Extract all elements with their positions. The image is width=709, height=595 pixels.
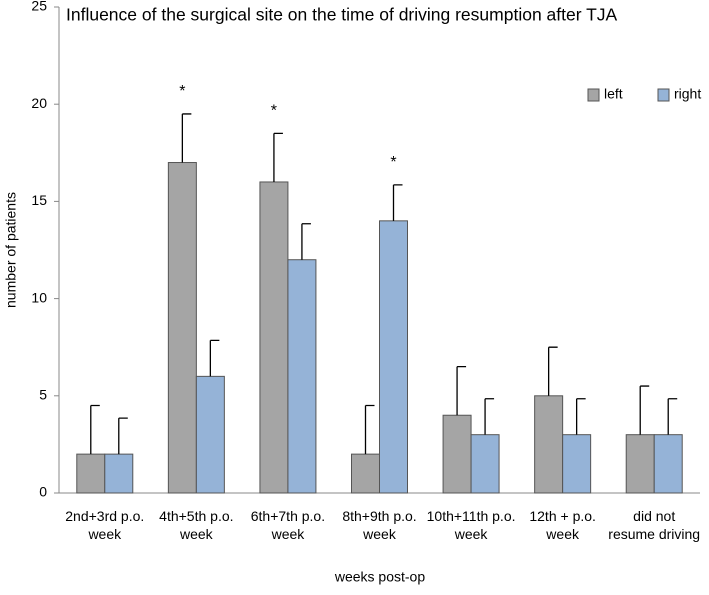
bar — [287, 259, 317, 494]
y-axis-label: number of patients — [3, 192, 19, 308]
bar — [470, 434, 500, 494]
y-tick-label: 10 — [31, 289, 47, 305]
error-bar — [547, 346, 558, 396]
bar — [442, 414, 472, 494]
bar — [195, 375, 225, 494]
error-bar — [118, 417, 128, 455]
legend-label: left — [604, 86, 623, 102]
bar — [104, 453, 134, 494]
bar — [259, 181, 289, 494]
bar — [351, 453, 380, 494]
legend-swatch — [587, 88, 600, 102]
x-tick-label: 2nd+3rd p.o. week — [65, 508, 145, 542]
error-bar — [301, 223, 311, 260]
y-tick-label: 0 — [39, 484, 47, 500]
error-bar — [484, 398, 495, 435]
chart-title: Influence of the surgical site on the ti… — [66, 5, 618, 25]
x-axis-label: weeks post-op — [334, 569, 425, 585]
bar — [562, 434, 592, 494]
error-bar — [639, 385, 650, 435]
bar — [534, 395, 564, 494]
legend-label: right — [674, 86, 701, 102]
bar — [76, 453, 106, 494]
error-bar — [273, 132, 283, 182]
error-bar — [181, 113, 192, 163]
bar — [625, 434, 655, 494]
error-bar — [364, 404, 375, 455]
error-bar — [575, 398, 586, 435]
significance-mark: * — [179, 83, 185, 100]
x-tick-label: 10th+11th p.o. week — [426, 508, 516, 542]
bar — [379, 220, 408, 494]
bar — [167, 162, 197, 494]
x-tick-label: 12th + p.o. week — [529, 508, 596, 542]
y-tick-label: 15 — [31, 192, 47, 208]
error-bar — [667, 398, 678, 435]
x-tick-label: did not resume driving — [608, 508, 701, 542]
error-bar — [456, 365, 467, 416]
legend-swatch — [657, 88, 670, 102]
y-tick-label: 20 — [31, 95, 47, 111]
y-tick-label: 5 — [39, 387, 47, 403]
significance-mark: * — [390, 154, 396, 171]
error-bar — [209, 339, 220, 377]
significance-mark: * — [271, 103, 277, 120]
x-tick-label: 8th+9th p.o. week — [342, 508, 417, 542]
x-tick-label: 4th+5th p.o. week — [159, 508, 234, 542]
error-bar — [392, 184, 403, 221]
x-tick-label: 6th+7th p.o. week — [250, 508, 326, 542]
error-bar — [90, 404, 100, 455]
y-tick-label: 25 — [31, 0, 47, 14]
bar — [653, 434, 683, 494]
